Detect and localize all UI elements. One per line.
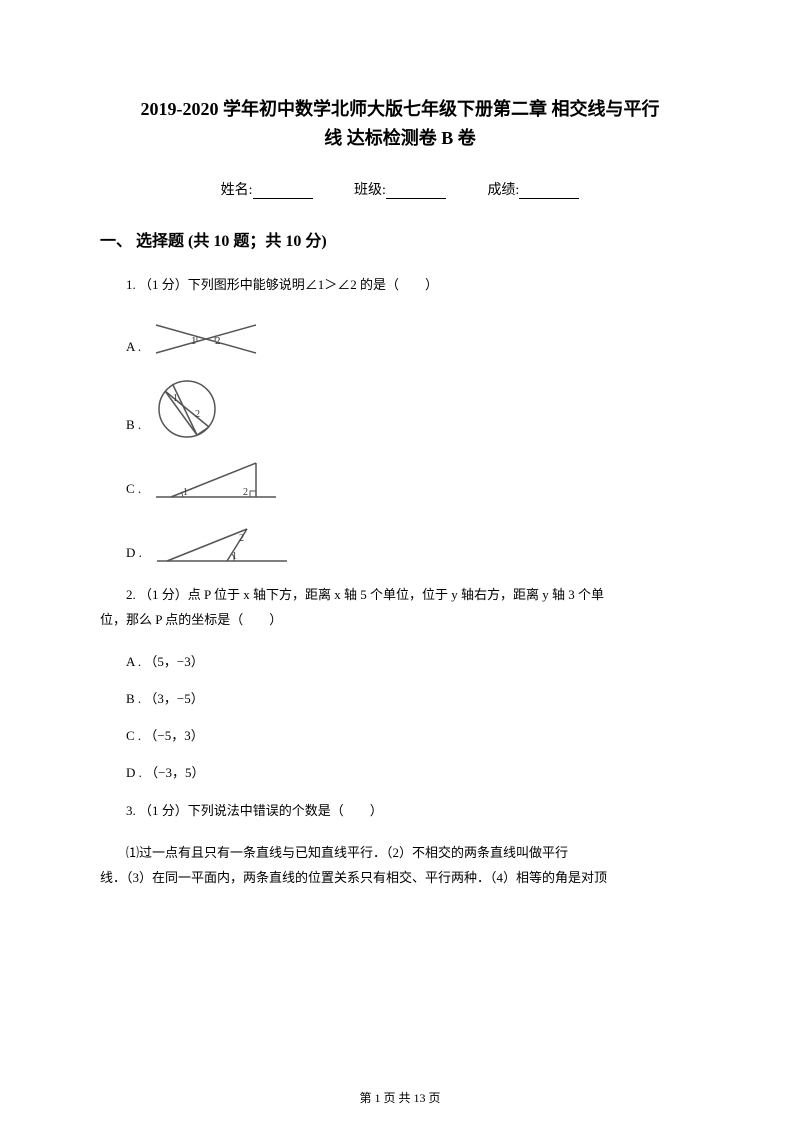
option-label-c: C . bbox=[126, 481, 141, 505]
question-3: 3. （1 分）下列说法中错误的个数是（ ） bbox=[100, 799, 700, 824]
q1-option-a: A . 1 2 bbox=[100, 315, 700, 363]
option-label-b: B . bbox=[126, 417, 141, 441]
figure-right-triangle-icon: 1 2 bbox=[151, 455, 281, 505]
score-blank bbox=[519, 183, 579, 199]
q2-option-b: B . （3，−5） bbox=[100, 688, 700, 707]
figure-intersecting-lines-icon: 1 2 bbox=[151, 315, 261, 363]
name-blank bbox=[253, 183, 313, 199]
class-label: 班级: bbox=[354, 179, 386, 199]
question-3-stmt1: ⑴过一点有且只有一条直线与已知直线平行．（2）不相交的两条直线叫做平行 bbox=[100, 841, 700, 866]
section-heading: 一、 选择题 (共 10 题；共 10 分) bbox=[100, 227, 700, 251]
svg-text:2: 2 bbox=[215, 335, 221, 347]
svg-text:2: 2 bbox=[239, 533, 244, 544]
svg-text:2: 2 bbox=[243, 487, 248, 498]
figure-circle-icon: 1 2 bbox=[151, 377, 223, 441]
name-label: 姓名: bbox=[221, 179, 253, 199]
title-line-1: 2019-2020 学年初中数学北师大版七年级下册第二章 相交线与平行 bbox=[100, 95, 700, 124]
title-line-2: 线 达标检测卷 B 卷 bbox=[100, 124, 700, 153]
svg-text:1: 1 bbox=[173, 393, 178, 404]
question-2-line1: 2. （1 分）点 P 位于 x 轴下方，距离 x 轴 5 个单位，位于 y 轴… bbox=[100, 583, 700, 608]
svg-text:1: 1 bbox=[232, 551, 237, 562]
svg-text:1: 1 bbox=[183, 487, 188, 498]
q1-option-d: D . 2 1 bbox=[100, 519, 700, 569]
q2-option-c: C . （−5，3） bbox=[100, 725, 700, 744]
q1-option-c: C . 1 2 bbox=[100, 455, 700, 505]
figure-triangle-exterior-icon: 2 1 bbox=[152, 519, 292, 569]
option-label-a: A . bbox=[126, 339, 141, 363]
q2-option-a: A . （5，−3） bbox=[100, 651, 700, 670]
svg-text:2: 2 bbox=[195, 409, 200, 420]
score-label: 成绩: bbox=[487, 179, 519, 199]
question-3-stmt2: 线．（3）在同一平面内，两条直线的位置关系只有相交、平行两种．（4）相等的角是对… bbox=[100, 866, 700, 891]
student-info-row: 姓名: 班级: 成绩: bbox=[100, 179, 700, 199]
q2-option-d: D . （−3，5） bbox=[100, 762, 700, 781]
svg-text:1: 1 bbox=[191, 335, 197, 347]
q1-option-b: B . 1 2 bbox=[100, 377, 700, 441]
question-1: 1. （1 分）下列图形中能够说明∠1＞∠2 的是（ ） bbox=[100, 273, 700, 298]
question-2-line2: 位，那么 P 点的坐标是（ ） bbox=[100, 608, 700, 633]
page-footer: 第 1 页 共 13 页 bbox=[0, 1089, 800, 1106]
class-blank bbox=[386, 183, 446, 199]
option-label-d: D . bbox=[126, 545, 142, 569]
